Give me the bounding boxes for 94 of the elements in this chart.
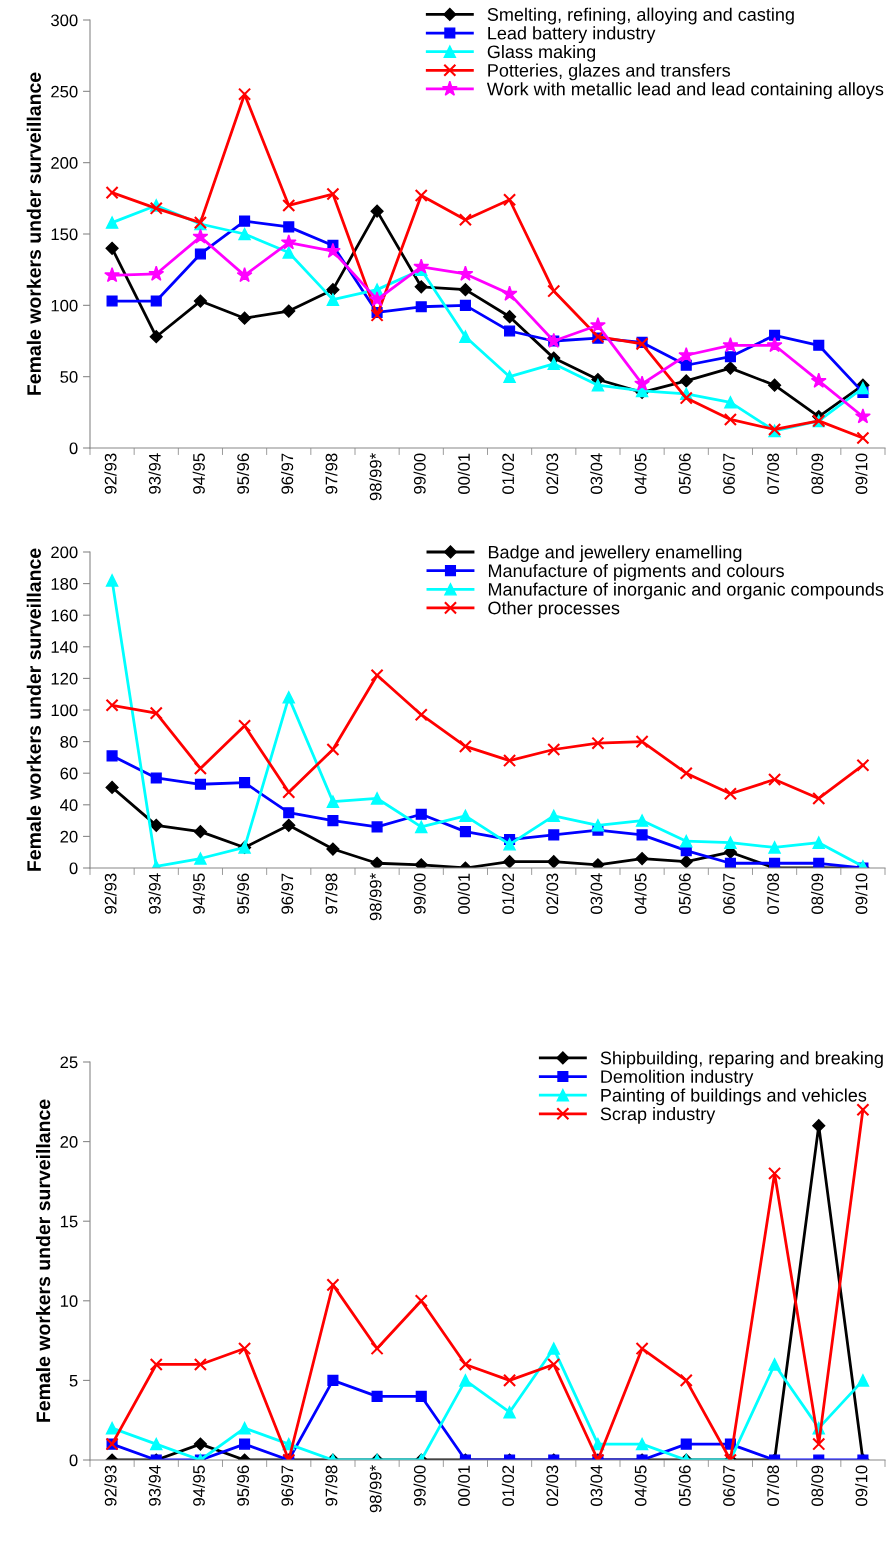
x-tick-label: 06/07	[722, 1465, 735, 1506]
x-tick-label: 07/08	[766, 453, 780, 494]
x-tick-label: 04/05	[634, 453, 647, 494]
x-tick-label: 97/98	[325, 453, 338, 494]
x-tick-label: 95/96	[236, 1465, 250, 1506]
legend-label: Badge and jewellery enamelling	[488, 545, 742, 563]
x-tick-label: 99/00	[413, 873, 426, 914]
y-tick-label: 140	[51, 641, 78, 653]
x-tick-label: 02/03	[545, 453, 559, 494]
x-tick-label: 03/04	[590, 453, 603, 494]
y-tick-label: 0	[69, 1454, 78, 1467]
x-tick-label: 07/08	[766, 873, 780, 914]
legend-label: Other processes	[488, 601, 620, 618]
y-tick-label: 15	[60, 1215, 78, 1228]
x-tick-label: 92/93	[104, 873, 117, 914]
x-tick-label: 08/09	[810, 1465, 824, 1506]
x-tick-label: 03/04	[590, 873, 603, 914]
y-tick-label: 300	[51, 14, 78, 27]
x-tick-label: 00/01	[457, 453, 470, 494]
y-tick-label: 10	[60, 1295, 78, 1307]
x-tick-label: 00/01	[457, 873, 470, 914]
x-tick-label: 00/01	[457, 1465, 470, 1506]
x-tick-label: 92/93	[104, 1465, 117, 1506]
x-tick-label: 98/99*	[369, 453, 382, 501]
x-tick-label: 99/00	[413, 453, 426, 494]
legend-label: Shipbuilding, reparing and breaking	[600, 1051, 883, 1068]
x-tick-label: 97/98	[325, 873, 338, 914]
y-tick-label: 200	[51, 157, 78, 169]
y-tick-label: 20	[60, 830, 78, 843]
x-tick-label: 08/09	[810, 873, 824, 914]
y-tick-label: 160	[51, 609, 78, 622]
y-tick-label: 100	[51, 704, 78, 717]
legend-label: Manufacture of inorganic and organic compounds	[488, 582, 884, 600]
x-tick-label: 09/10	[855, 1465, 868, 1506]
x-tick-label: 02/03	[545, 873, 559, 914]
x-tick-label: 03/04	[590, 1465, 603, 1506]
y-tick-label: 50	[60, 371, 78, 383]
x-tick-label: 93/94	[148, 1465, 161, 1506]
x-tick-label: 94/95	[192, 453, 205, 494]
y-axis-title: Female workers under surveillance	[26, 72, 41, 395]
x-tick-label: 94/95	[192, 873, 205, 914]
legend-label: Scrap industry	[600, 1107, 716, 1124]
x-tick-label: 09/10	[855, 453, 868, 494]
y-tick-label: 5	[69, 1374, 78, 1387]
y-tick-label: 0	[69, 442, 78, 455]
x-tick-label: 01/02	[501, 873, 515, 914]
x-tick-label: 95/96	[236, 453, 250, 494]
y-tick-label: 100	[51, 299, 78, 312]
x-tick-label: 08/09	[810, 453, 824, 494]
y-tick-label: 40	[60, 799, 78, 811]
y-tick-label: 150	[51, 228, 78, 241]
y-tick-label: 20	[60, 1136, 78, 1148]
x-tick-label: 04/05	[634, 1465, 647, 1506]
x-tick-label: 99/00	[413, 1465, 426, 1506]
x-tick-label: 93/94	[148, 453, 161, 494]
x-tick-label: 94/95	[192, 1465, 205, 1506]
y-tick-label: 200	[51, 546, 78, 559]
legend-label: Work with metallic lead and lead containing alloys	[486, 82, 884, 100]
x-tick-label: 05/06	[678, 873, 691, 914]
legend-label: Glass making	[487, 44, 596, 62]
legend-label: Manufacture of pigments and colours	[488, 563, 784, 581]
x-tick-label: 05/06	[678, 1465, 691, 1506]
x-tick-label: 96/97	[280, 873, 294, 914]
x-tick-label: 06/07	[722, 453, 735, 494]
x-tick-label: 09/10	[855, 873, 868, 914]
x-tick-label: 98/99*	[369, 873, 382, 921]
x-tick-label: 93/94	[148, 873, 161, 914]
y-tick-label: 60	[60, 767, 78, 780]
y-tick-label: 80	[60, 736, 78, 748]
x-tick-label: 98/99*	[369, 1465, 382, 1513]
y-tick-label: 25	[60, 1056, 78, 1069]
x-tick-label: 07/08	[766, 1465, 780, 1506]
legend-label: Lead battery industry	[488, 26, 656, 44]
x-tick-label: 05/06	[678, 453, 691, 494]
legend-label: Demolition industry	[601, 1069, 754, 1087]
x-tick-label: 01/02	[501, 453, 515, 494]
x-tick-label: 06/07	[722, 873, 735, 914]
legend-label: Smelting, refining, alloying and casting	[487, 7, 794, 25]
legend-label: Painting of buildings and vehicles	[601, 1088, 867, 1106]
legend-label: Potteries, glazes and transfers	[488, 63, 731, 81]
x-tick-label: 95/96	[236, 873, 250, 914]
y-tick-label: 250	[51, 85, 78, 98]
x-tick-label: 02/03	[545, 1465, 559, 1506]
y-tick-label: 180	[51, 578, 78, 590]
y-tick-label: 120	[51, 672, 78, 685]
x-tick-label: 01/02	[501, 1465, 515, 1506]
x-tick-label: 92/93	[104, 453, 117, 494]
y-axis-title: Female workers under surveillance	[35, 1099, 51, 1422]
x-tick-label: 97/98	[325, 1465, 338, 1506]
x-tick-label: 96/97	[280, 1465, 294, 1506]
x-tick-label: 04/05	[634, 873, 647, 914]
y-tick-label: 0	[69, 862, 78, 875]
y-axis-title: Female workers under surveillance	[26, 548, 41, 871]
x-tick-label: 96/97	[280, 453, 294, 494]
